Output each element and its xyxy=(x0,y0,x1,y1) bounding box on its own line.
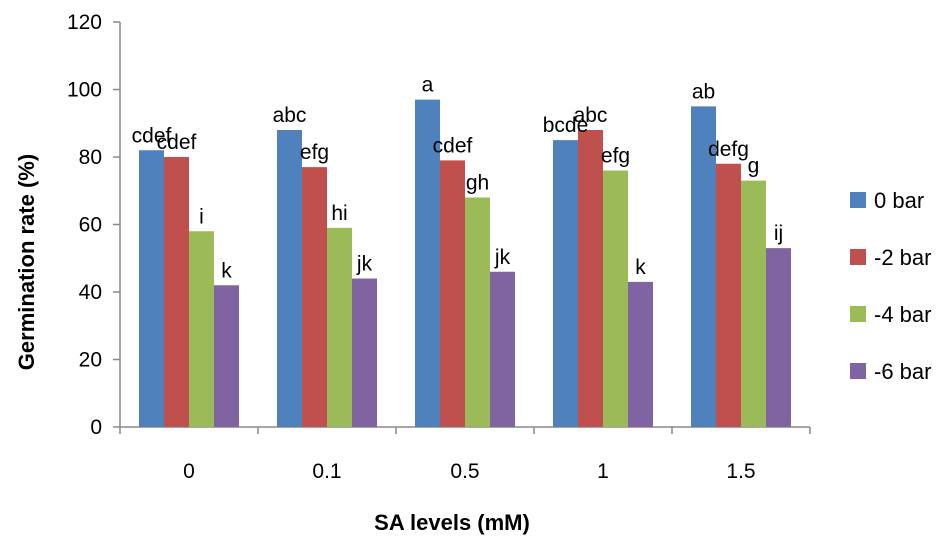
bar xyxy=(603,170,628,427)
bar xyxy=(139,150,164,427)
bar-significance-label: abc xyxy=(574,104,608,127)
legend-entry-label: -2 bar xyxy=(874,245,931,270)
bar-labels: cdef abc a bcde ab cdef efg cdef abc defg i hi gh efg… xyxy=(132,74,784,283)
bar-significance-label: hi xyxy=(331,202,347,225)
bar-significance-label: bcde xyxy=(543,114,589,137)
bar-significance-label: i xyxy=(199,205,204,228)
bar xyxy=(327,227,352,427)
x-tick-label: 1.5 xyxy=(726,460,755,483)
y-tick-label: 100 xyxy=(67,79,102,102)
bar-significance-label: a xyxy=(422,74,434,97)
bar xyxy=(189,231,214,427)
x-tick-label: 0.1 xyxy=(312,460,341,483)
bars xyxy=(139,99,791,427)
legend-swatch xyxy=(850,249,866,265)
bar-significance-label: abc xyxy=(273,104,307,127)
legend-swatch xyxy=(850,192,866,208)
bar xyxy=(741,180,766,427)
bar-significance-label: cdef xyxy=(433,134,473,157)
bar xyxy=(302,167,327,427)
x-axis-title: SA levels (mM) xyxy=(374,510,530,535)
bar-significance-label: efg xyxy=(601,145,630,168)
legend-swatch xyxy=(850,306,866,322)
y-tick-label: 20 xyxy=(79,349,102,372)
bar xyxy=(440,160,465,427)
bar-significance-label: k xyxy=(221,259,232,282)
bar xyxy=(214,285,239,427)
bar xyxy=(578,130,603,427)
y-tick-label: 120 xyxy=(67,11,102,34)
bar-significance-label: efg xyxy=(300,141,329,164)
bar-significance-label: ij xyxy=(774,222,783,245)
bar-significance-label: g xyxy=(748,155,760,178)
legend-entry-label: -4 bar xyxy=(874,302,931,327)
bar-significance-label: gh xyxy=(466,172,489,195)
y-tick-label: 60 xyxy=(79,214,102,237)
y-axis: 0 20 40 60 80 100 120 xyxy=(67,11,121,439)
bar xyxy=(352,278,377,427)
bar-significance-label: defg xyxy=(708,138,749,161)
legend-entry-label: -6 bar xyxy=(874,359,931,384)
bar-significance-label: k xyxy=(635,256,646,279)
y-tick-label: 80 xyxy=(79,146,102,169)
bar xyxy=(766,248,791,427)
bar-significance-label: cdef xyxy=(132,124,172,147)
legend-swatch xyxy=(850,363,866,379)
bar xyxy=(716,163,741,427)
bar xyxy=(164,157,189,427)
bar xyxy=(691,106,716,427)
y-tick-label: 0 xyxy=(90,416,102,439)
bar xyxy=(465,197,490,427)
bar xyxy=(490,271,515,427)
y-tick-label: 40 xyxy=(79,281,102,304)
x-tick-label: 0.5 xyxy=(450,460,479,483)
bar xyxy=(628,281,653,427)
bar-significance-label: cdef xyxy=(157,131,197,154)
legend: 0 bar -2 bar -4 bar -6 bar xyxy=(850,188,931,384)
x-tick-label: 0 xyxy=(183,460,195,483)
bar xyxy=(277,130,302,427)
bar xyxy=(553,140,578,427)
x-tick-label: 1 xyxy=(597,460,609,483)
bar-significance-label: jk xyxy=(494,246,511,269)
y-axis-title: Germination rate (%) xyxy=(14,154,39,370)
bar-significance-label: ab xyxy=(692,80,715,103)
bar-significance-label: jk xyxy=(356,253,373,276)
x-axis: 0 0.1 0.5 1 1.5 xyxy=(119,426,811,483)
legend-entry-label: 0 bar xyxy=(874,188,924,213)
bar xyxy=(415,99,440,427)
